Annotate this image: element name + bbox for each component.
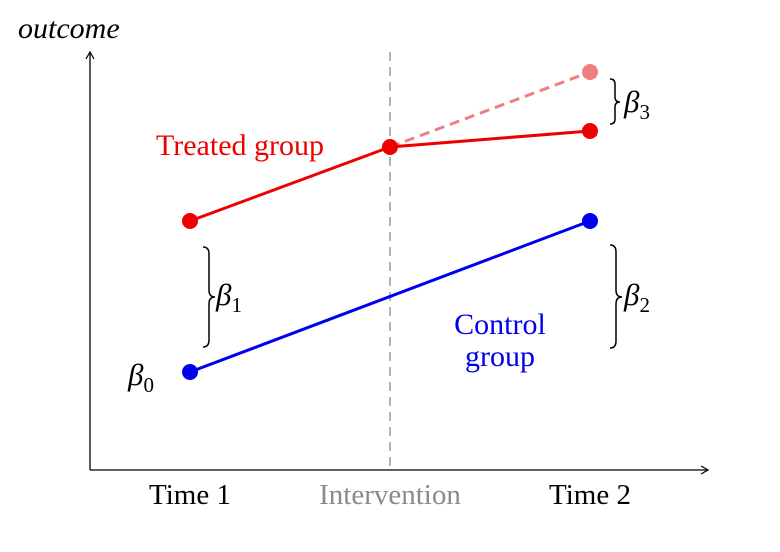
control-line <box>189 219 591 374</box>
y-axis-label: outcome <box>18 12 120 45</box>
treated-point-intervention <box>382 139 398 155</box>
control-group-label-line1: Control <box>454 308 546 341</box>
brace-beta3 <box>609 78 621 125</box>
brace-beta2 <box>609 244 623 349</box>
control-group-label-line2: group <box>465 340 535 373</box>
beta1-label: β1 <box>215 277 242 317</box>
counterfactual-point <box>582 64 598 80</box>
beta0-label: β0 <box>127 357 154 397</box>
x-label-time1: Time 1 <box>149 479 231 511</box>
x-label-time2: Time 2 <box>549 479 631 511</box>
x-label-intervention: Intervention <box>319 479 461 511</box>
brace-beta1 <box>202 246 216 348</box>
treated-point-time2 <box>582 123 598 139</box>
treated-group-label: Treated group <box>156 129 324 162</box>
control-point-time1 <box>182 364 198 380</box>
beta3-label: β3 <box>623 84 650 124</box>
control-point-time2 <box>582 213 598 229</box>
treated-point-time1 <box>182 213 198 229</box>
beta2-label: β2 <box>623 277 650 317</box>
counterfactual-line <box>389 70 591 149</box>
